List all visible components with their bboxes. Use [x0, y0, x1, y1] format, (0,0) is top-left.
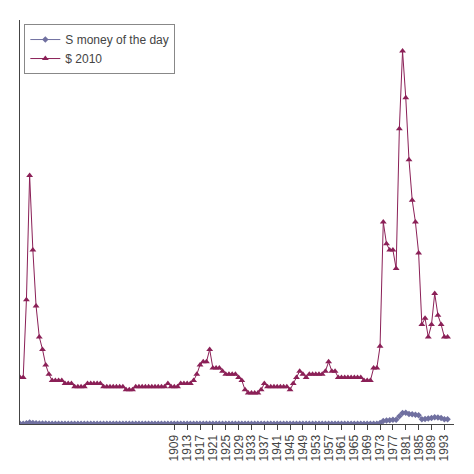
svg-text:1933: 1933 — [244, 434, 258, 461]
svg-text:1957: 1957 — [322, 434, 336, 461]
svg-text:1969: 1969 — [360, 434, 374, 461]
svg-text:1913: 1913 — [180, 434, 194, 461]
svg-text:1985: 1985 — [412, 434, 426, 461]
svg-text:1961: 1961 — [334, 434, 348, 461]
svg-text:1941: 1941 — [270, 434, 284, 461]
svg-text:1993: 1993 — [437, 434, 451, 461]
svg-text:1949: 1949 — [296, 434, 310, 461]
svg-text:1937: 1937 — [257, 434, 271, 461]
svg-text:1929: 1929 — [232, 434, 246, 461]
svg-text:1977: 1977 — [386, 434, 400, 461]
svg-text:1909: 1909 — [167, 434, 181, 461]
svg-text:S money of the day: S money of the day — [65, 33, 168, 47]
svg-text:1917: 1917 — [193, 434, 207, 461]
svg-text:1925: 1925 — [219, 434, 233, 461]
svg-text:1965: 1965 — [347, 434, 361, 461]
svg-text:$ 2010: $ 2010 — [65, 52, 102, 66]
svg-text:1973: 1973 — [373, 434, 387, 461]
svg-text:1953: 1953 — [309, 434, 323, 461]
svg-text:1981: 1981 — [399, 434, 413, 461]
svg-text:1989: 1989 — [424, 434, 438, 461]
svg-text:1921: 1921 — [206, 434, 220, 461]
svg-text:1945: 1945 — [283, 434, 297, 461]
